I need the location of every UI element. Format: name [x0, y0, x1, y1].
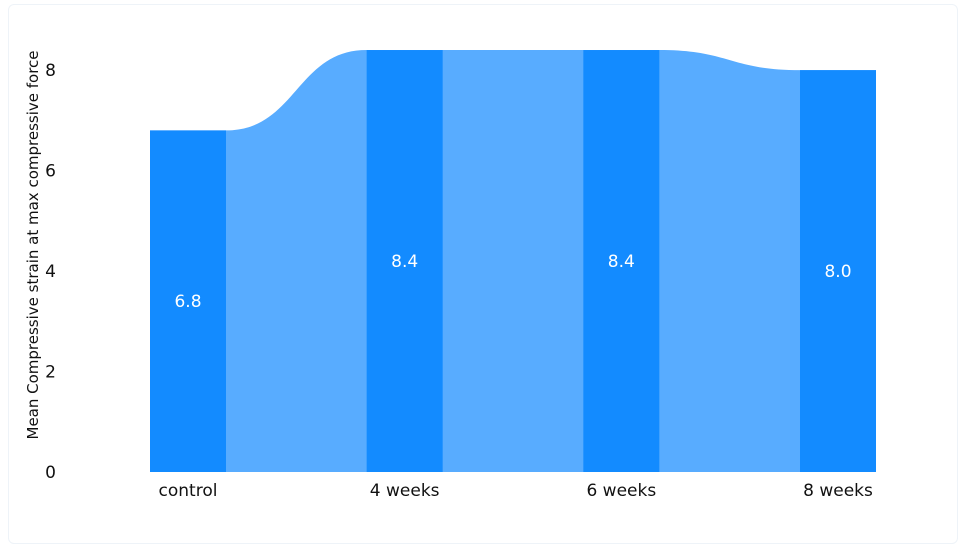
- x-tick-label: 8 weeks: [803, 481, 873, 501]
- x-tick-label: control: [159, 481, 218, 501]
- flow-area: [150, 50, 876, 473]
- x-tick-label: 6 weeks: [586, 481, 656, 501]
- bar-group: [150, 50, 876, 473]
- data-label-group: 6.8 8.4 8.4 8.0: [174, 252, 851, 312]
- x-tick-label: 4 weeks: [370, 481, 440, 501]
- bar: [583, 50, 660, 473]
- data-label: 8.4: [391, 252, 418, 272]
- y-tick-label: 0: [45, 463, 56, 483]
- y-tick-label: 8: [45, 61, 56, 81]
- y-tick-label: 2: [45, 363, 56, 383]
- bar: [366, 50, 443, 473]
- data-label: 6.8: [174, 292, 201, 312]
- y-axis: 0 2 4 6 8: [45, 61, 56, 483]
- y-tick-label: 6: [45, 162, 56, 182]
- bar: [150, 130, 226, 472]
- y-tick-label: 4: [45, 262, 56, 282]
- bar: [800, 70, 876, 473]
- flow-area-shape: [150, 50, 876, 473]
- data-label: 8.0: [824, 262, 851, 282]
- data-label: 8.4: [608, 252, 635, 272]
- x-axis: control 4 weeks 6 weeks 8 weeks: [159, 481, 873, 501]
- y-axis-title: Mean Compressive strain at max compressi…: [24, 50, 42, 439]
